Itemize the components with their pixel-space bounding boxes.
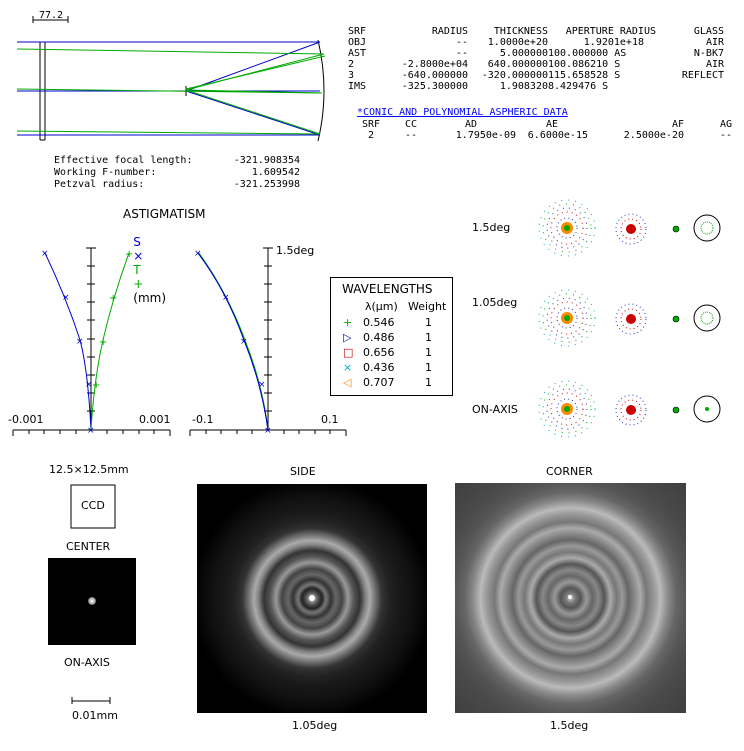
psf-scale-label: 0.01mm — [72, 709, 118, 722]
wl-value: 0.486 — [363, 331, 395, 344]
wavelengths-title: WAVELENGTHS — [342, 282, 433, 296]
wavelengths-col-lambda: λ(μm) — [365, 300, 398, 313]
svg-text:×: × — [85, 380, 93, 390]
wavelengths-legend: WAVELENGTHS λ(μm) Weight + 0.546 1 ▷ 0.4… — [330, 277, 453, 396]
spot-field-label: 1.5deg — [472, 221, 511, 234]
surface-table-header: SRF RADIUS THICKNESS APERTURE RADIUS GLA… — [348, 26, 724, 37]
wl-marker-icon: × — [343, 361, 353, 374]
wavelengths-col-weight: Weight — [408, 300, 447, 313]
spot-field-label: 1.05deg — [472, 296, 518, 309]
wl-marker-icon: □ — [343, 346, 354, 359]
svg-text:×: × — [240, 337, 248, 347]
astig-right-max: 0.1 — [321, 413, 339, 426]
svg-text:×: × — [76, 337, 84, 347]
table-row: AST -- 5.000000 100.000000 AS N-BK7 — [348, 48, 724, 59]
wl-weight: 1 — [425, 376, 432, 389]
wl-marker-icon: + — [343, 316, 353, 329]
corner-caption: 1.5deg — [550, 719, 589, 732]
col-thickness: THICKNESS — [493, 26, 548, 37]
ccd-box — [70, 484, 116, 529]
fnum-value: 1.609542 — [251, 167, 300, 178]
svg-text:+: + — [99, 337, 107, 348]
aspheric-table: SRF CC AD AE AF AG 2 -- 1.7950e-09 6.600… — [362, 119, 732, 141]
svg-text:×: × — [87, 426, 95, 436]
efl-value: -321.908354 — [233, 155, 300, 166]
svg-text:×: × — [258, 380, 266, 390]
ccd-label: CCD — [81, 499, 105, 512]
layout-scale-label: 77.2 — [39, 10, 64, 21]
aspheric-data-link[interactable]: *CONIC AND POLYNOMIAL ASPHERIC DATA — [357, 107, 568, 118]
astig-field-label: 1.5deg — [276, 244, 315, 257]
svg-text:+: + — [109, 293, 117, 304]
svg-text:×: × — [194, 249, 202, 259]
astig-legend-units: (mm) — [133, 291, 167, 305]
svg-text:+: + — [125, 249, 133, 260]
astig-right-axes: × × × × × — [189, 247, 347, 436]
efl-label: Effective focal length: — [54, 155, 193, 166]
wl-weight: 1 — [425, 331, 432, 344]
wl-value: 0.546 — [363, 316, 395, 329]
col-glass: GLASS — [693, 26, 724, 37]
wl-value: 0.707 — [363, 376, 395, 389]
table-row: 2 -2.8000e+04 640.000000 100.086210 S AIR — [348, 59, 724, 70]
surface-table: SRF RADIUS THICKNESS APERTURE RADIUS GLA… — [348, 26, 724, 92]
table-row: IMS -325.300000 1.908320 8.429476 S — [348, 81, 609, 92]
astig-right-min: -0.1 — [192, 413, 214, 426]
wl-marker-icon: ▷ — [343, 331, 352, 344]
side-caption: 1.05deg — [292, 719, 338, 732]
svg-text:+: + — [92, 380, 100, 391]
col-srf: SRF — [348, 26, 367, 37]
svg-text:×: × — [41, 249, 49, 259]
svg-text:×: × — [264, 426, 272, 436]
astig-legend-s: S — [133, 235, 141, 249]
side-title: SIDE — [290, 465, 316, 478]
onaxis-label: ON-AXIS — [64, 656, 110, 669]
wl-value: 0.436 — [363, 361, 395, 374]
svg-text:×: × — [222, 293, 230, 303]
table-row: OBJ -- 1.0000e+20 1.9201e+18 AIR — [348, 37, 724, 48]
table-row: 3 -640.000000 -320.000000 115.658528 S REFLE… — [348, 70, 724, 81]
spot-field-label: ON-AXIS — [472, 403, 518, 416]
astig-left-min: -0.001 — [8, 413, 44, 426]
astig-legend-plus: + — [133, 277, 144, 291]
astig-legend: S × T + (mm) — [118, 221, 166, 319]
center-label: CENTER — [66, 540, 111, 553]
wl-weight: 1 — [425, 361, 432, 374]
psf-corner-image — [455, 483, 686, 713]
petzval-value: -321.253998 — [233, 179, 300, 190]
col-radius: RADIUS — [431, 26, 468, 37]
astig-title: ASTIGMATISM — [123, 207, 206, 221]
wl-value: 0.656 — [363, 346, 395, 359]
corner-title: CORNER — [546, 465, 593, 478]
wl-marker-icon: ◁ — [343, 376, 352, 389]
ccd-size-label: 12.5×12.5mm — [49, 463, 129, 476]
wl-weight: 1 — [425, 316, 432, 329]
spot-diagrams — [538, 199, 721, 438]
astig-legend-t: T — [133, 263, 141, 277]
col-aperture: APERTURE RADIUS — [565, 26, 656, 37]
petzval-label: Petzval radius: — [54, 179, 145, 190]
astig-legend-x: × — [133, 249, 144, 263]
astig-left-axes: × × × × × + + + + — [12, 247, 171, 436]
aspheric-table-header: SRF CC AD AE AF AG — [362, 119, 732, 130]
psf-center-image — [48, 558, 136, 645]
astig-left-max: 0.001 — [139, 413, 171, 426]
wl-weight: 1 — [425, 346, 432, 359]
table-row: 2 -- 1.7950e-09 6.6000e-15 2.5000e-20 -- — [368, 130, 732, 141]
fnum-label: Working F-number: — [54, 167, 157, 178]
psf-side-image — [197, 484, 427, 713]
svg-text:×: × — [62, 293, 70, 303]
